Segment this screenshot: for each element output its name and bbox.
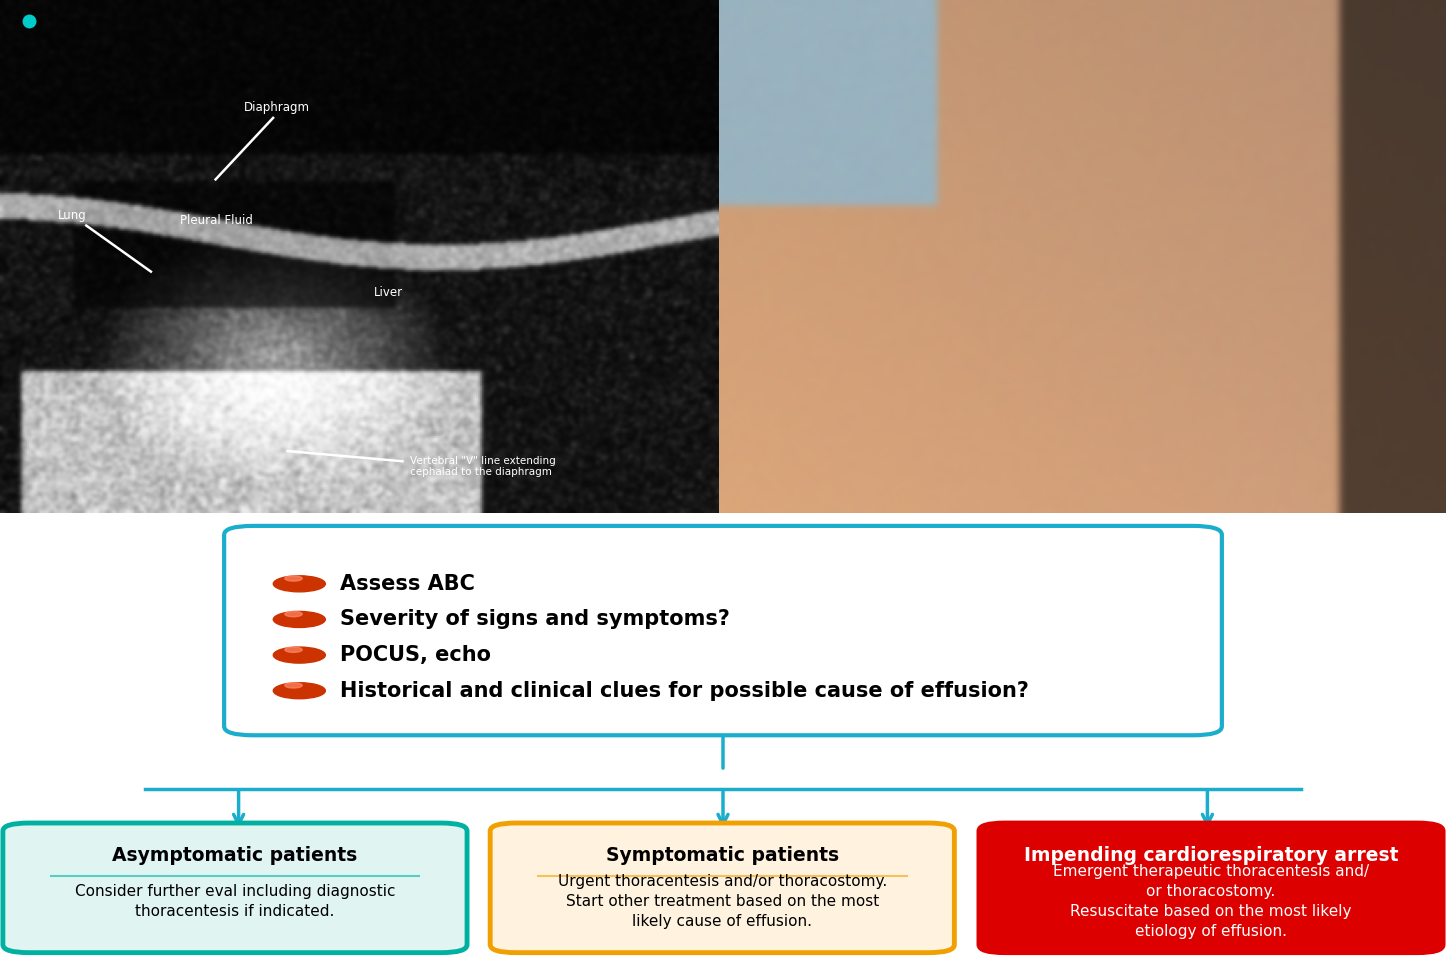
Text: Liver: Liver: [373, 285, 403, 299]
Text: Sh.Lahouti@RECAPEM: Sh.Lahouti@RECAPEM: [1235, 939, 1424, 953]
Text: POCUS, echo: POCUS, echo: [340, 645, 490, 665]
Circle shape: [285, 647, 302, 652]
Circle shape: [273, 611, 325, 627]
Text: Pleural Fluid: Pleural Fluid: [179, 214, 253, 227]
Text: Emergent therapeutic thoracentesis and/
or thoracostomy.
Resuscitate based on th: Emergent therapeutic thoracentesis and/ …: [1053, 864, 1369, 939]
Circle shape: [285, 576, 302, 582]
Text: Vertebral "V" line extending
cephalad to the diaphragm: Vertebral "V" line extending cephalad to…: [409, 456, 555, 477]
Circle shape: [273, 683, 325, 698]
Circle shape: [285, 611, 302, 617]
Text: Impending cardiorespiratory arrest: Impending cardiorespiratory arrest: [1024, 846, 1398, 865]
Text: Severity of signs and symptoms?: Severity of signs and symptoms?: [340, 609, 730, 629]
Circle shape: [273, 576, 325, 592]
Text: Symptomatic patients: Symptomatic patients: [606, 846, 839, 865]
Circle shape: [285, 683, 302, 688]
Text: Assess ABC: Assess ABC: [340, 574, 474, 594]
Text: Lung: Lung: [58, 209, 87, 221]
Text: Asymptomatic patients: Asymptomatic patients: [113, 846, 357, 865]
Text: Diaphragm: Diaphragm: [244, 102, 311, 114]
Circle shape: [273, 647, 325, 663]
Text: Consider further eval including diagnostic
thoracentesis if indicated.: Consider further eval including diagnost…: [75, 884, 395, 919]
Text: Urgent thoracentesis and/or thoracostomy.
Start other treatment based on the mos: Urgent thoracentesis and/or thoracostomy…: [558, 874, 886, 928]
FancyBboxPatch shape: [3, 823, 467, 952]
FancyBboxPatch shape: [490, 823, 954, 952]
FancyBboxPatch shape: [224, 526, 1222, 736]
FancyBboxPatch shape: [979, 823, 1443, 952]
Text: Historical and clinical clues for possible cause of effusion?: Historical and clinical clues for possib…: [340, 681, 1028, 700]
